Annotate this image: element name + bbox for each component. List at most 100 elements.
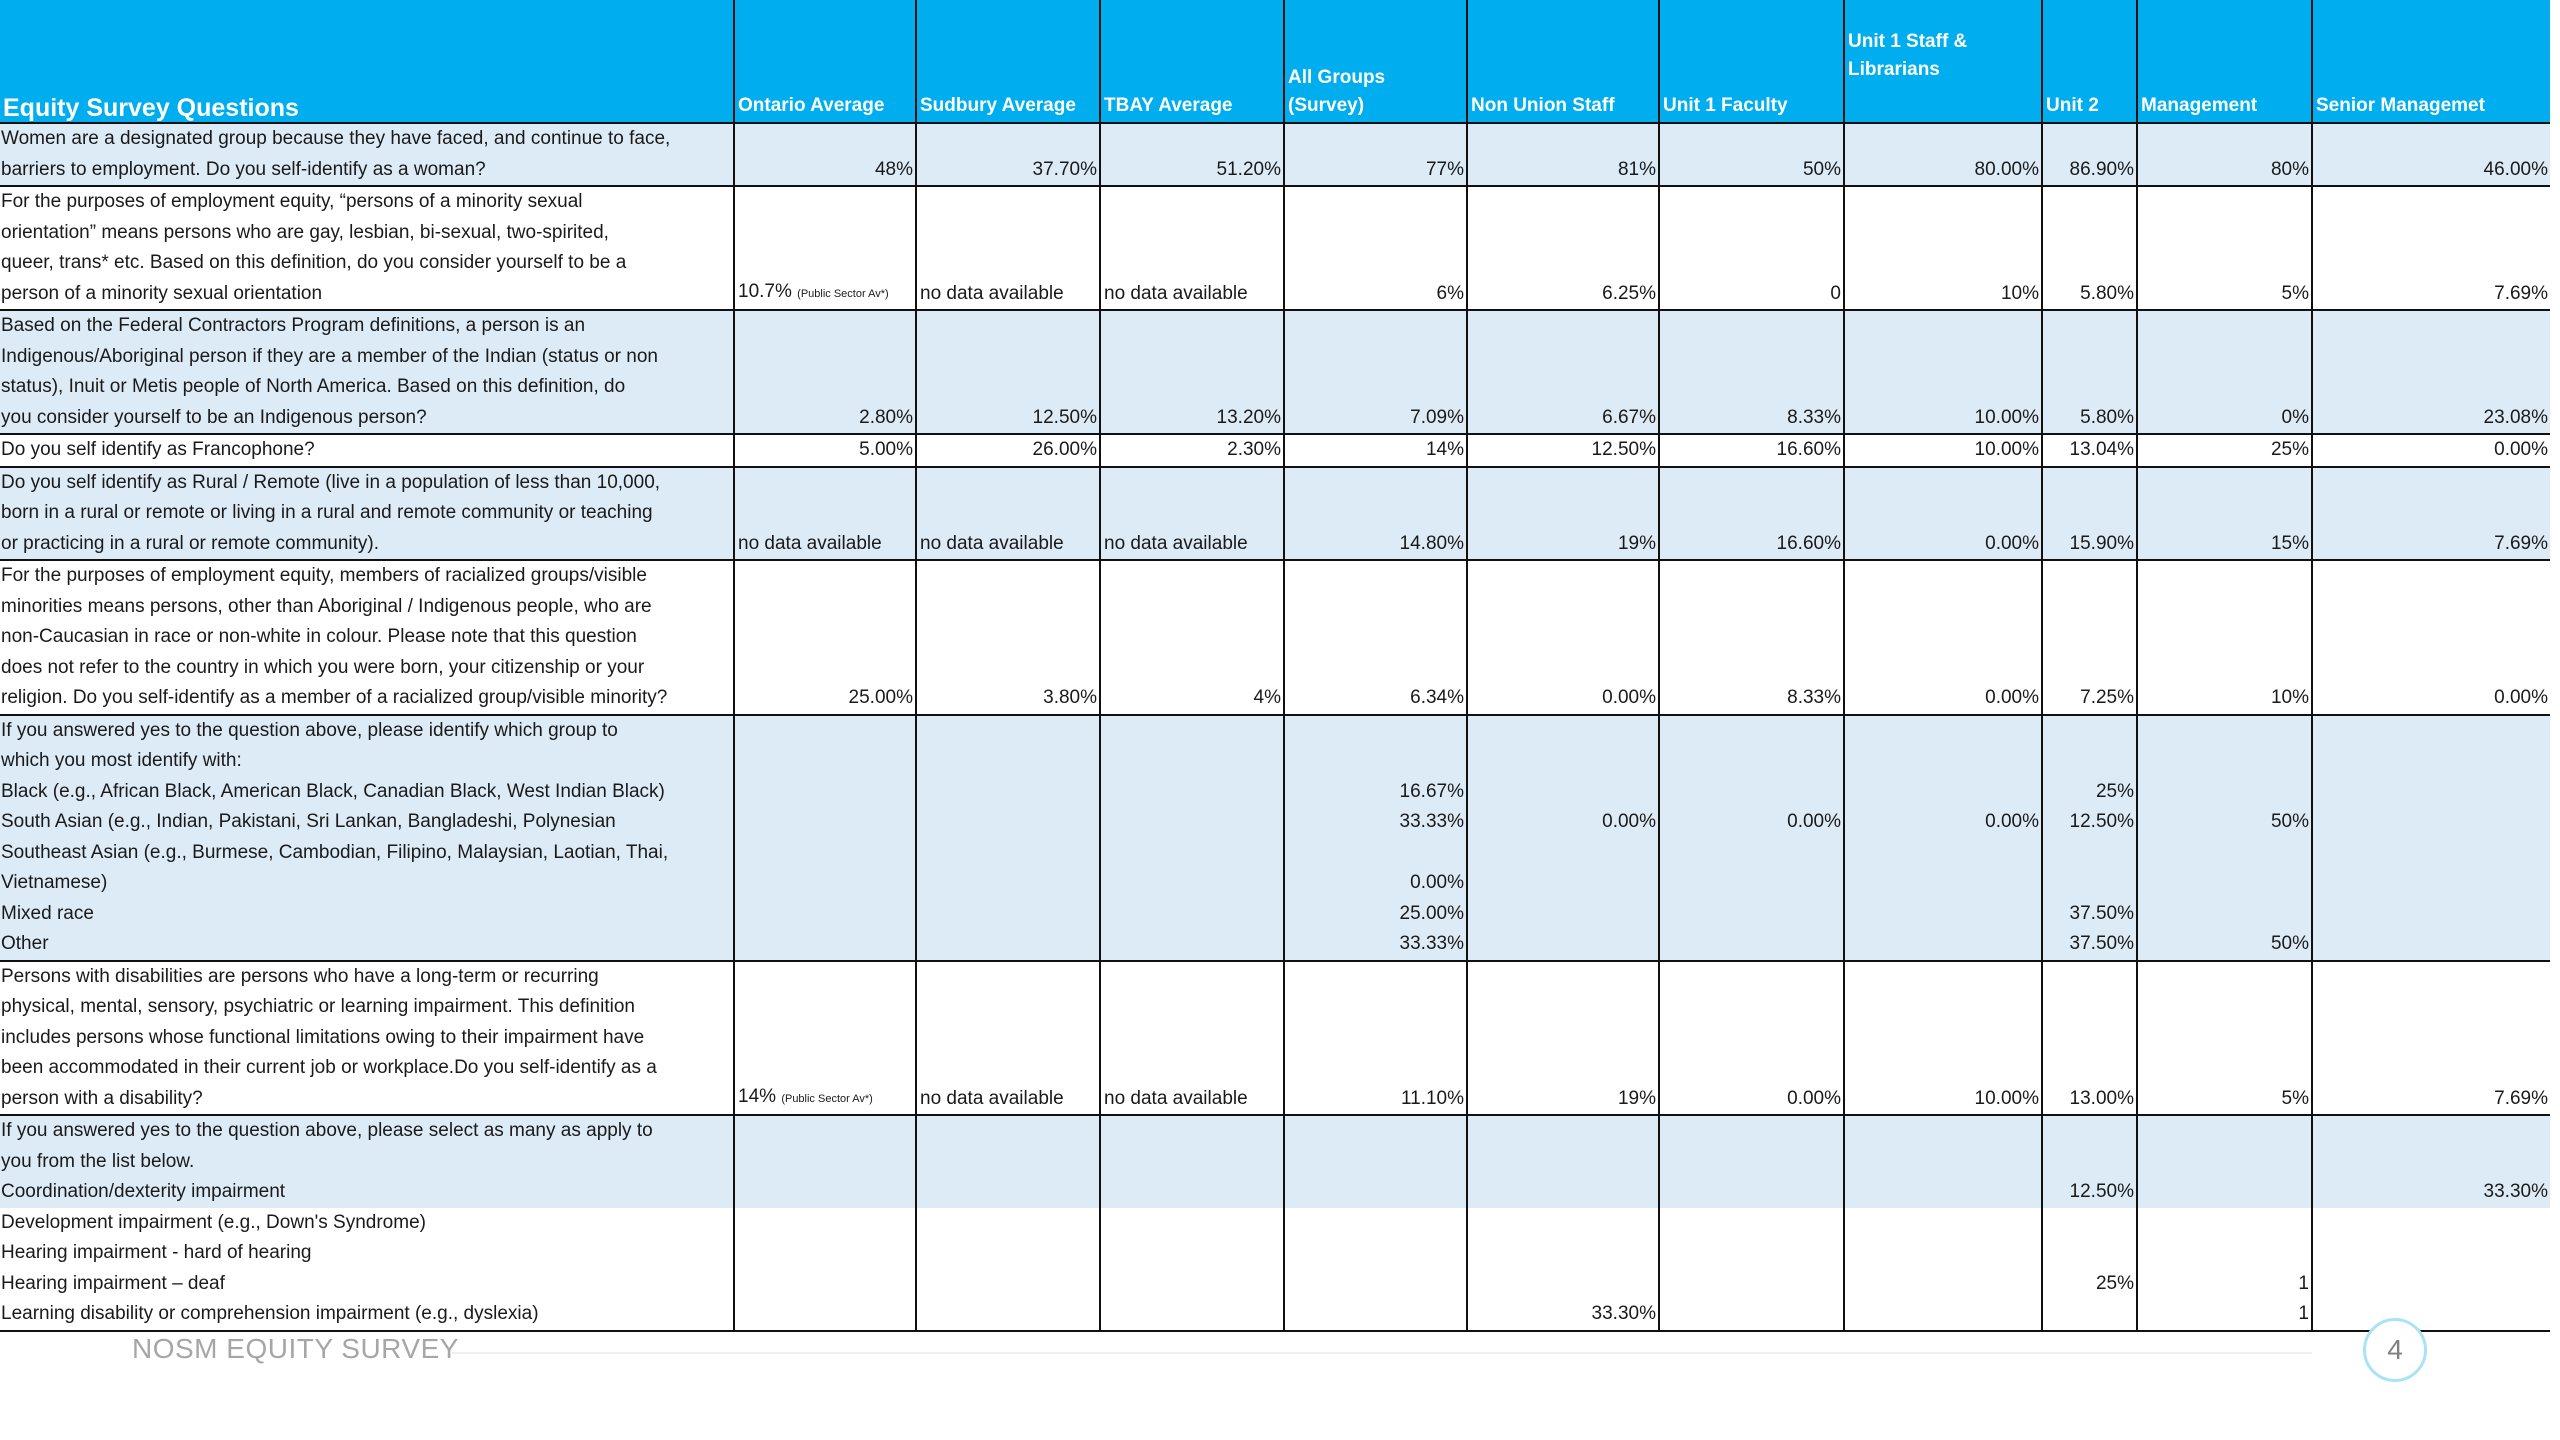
value-cell: [1843, 1207, 2042, 1332]
column-header: Ontario Average: [733, 0, 916, 123]
value-cell: 5%: [2136, 959, 2312, 1115]
value-cell: 13.00%: [2041, 959, 2137, 1115]
table-row: Based on the Federal Contractors Program…: [0, 309, 2550, 434]
value-cell: 25.00%: [733, 559, 916, 715]
value-cell: [1466, 1114, 1659, 1208]
value-cell: [915, 1114, 1100, 1208]
value-cell: 2.30%: [1099, 433, 1284, 467]
value-cell: [1283, 1207, 1467, 1332]
value-cell: 13.20%: [1099, 309, 1284, 434]
value-cell: [1658, 1207, 1844, 1332]
question-cell: Persons with disabilities are persons wh…: [0, 959, 734, 1115]
value-cell: 14% (Public Sector Av*): [733, 959, 916, 1115]
value-cell: 3.80%: [915, 559, 1100, 715]
table-row: Development impairment (e.g., Down's Syn…: [0, 1207, 2550, 1332]
value-cell: no data available: [1099, 185, 1284, 310]
value-cell: 0.00%: [1658, 713, 1844, 961]
table-row: Women are a designated group because the…: [0, 122, 2550, 186]
value-cell: 13.04%: [2041, 433, 2137, 467]
value-cell: 25%: [2041, 1207, 2137, 1332]
footer-divider: [452, 1352, 2312, 1354]
value-cell: 14%: [1283, 433, 1467, 467]
table-row: For the purposes of employment equity, “…: [0, 185, 2550, 310]
value-cell: 11.10%: [1283, 959, 1467, 1115]
value-cell: 6.25%: [1466, 185, 1659, 310]
table-header-row: Equity Survey Questions Ontario Average …: [0, 0, 2550, 123]
value-cell: no data available: [915, 959, 1100, 1115]
value-cell: 0.00%: [1466, 559, 1659, 715]
value-cell: 15%: [2136, 465, 2312, 560]
equity-survey-table: Equity Survey Questions Ontario Average …: [0, 0, 2550, 1332]
value-cell: [1099, 713, 1284, 961]
value-cell: 16.60%: [1658, 465, 1844, 560]
value-cell: 10.7% (Public Sector Av*): [733, 185, 916, 310]
column-header: Non Union Staff: [1466, 0, 1659, 123]
value-cell: 19%: [1466, 465, 1659, 560]
value-cell: no data available: [1099, 959, 1284, 1115]
value-cell: [733, 713, 916, 961]
table-row: For the purposes of employment equity, m…: [0, 559, 2550, 715]
value-cell: 0.00%: [1843, 713, 2042, 961]
value-cell: 10%: [2136, 559, 2312, 715]
value-cell: 0%: [2136, 309, 2312, 434]
value-cell: 26.00%: [915, 433, 1100, 467]
value-cell: 50%: [1658, 122, 1844, 186]
question-cell: Based on the Federal Contractors Program…: [0, 309, 734, 434]
value-cell: 7.69%: [2311, 185, 2550, 310]
value-cell: 12.50%: [2041, 1114, 2137, 1208]
cell-value: 10.7%: [738, 280, 792, 302]
value-cell: 80%: [2136, 122, 2312, 186]
public-sector-note: (Public Sector Av*): [781, 1092, 873, 1105]
column-header: All Groups (Survey): [1283, 0, 1467, 123]
value-cell: [1283, 1114, 1467, 1208]
value-cell: 0.00%: [1843, 559, 2042, 715]
value-cell: [733, 1114, 916, 1208]
value-cell: 33.30%: [2311, 1114, 2550, 1208]
value-cell: 80.00%: [1843, 122, 2042, 186]
question-cell: Do you self identify as Rural / Remote (…: [0, 465, 734, 560]
cell-value: 14%: [738, 1085, 777, 1107]
value-cell: [1099, 1207, 1284, 1332]
value-cell: [915, 1207, 1100, 1332]
column-header: Unit 1 Faculty: [1658, 0, 1844, 123]
value-cell: 0.00%: [1658, 959, 1844, 1115]
value-cell: 8.33%: [1658, 559, 1844, 715]
value-cell: 2.80%: [733, 309, 916, 434]
value-cell: 25% 12.50% 37.50% 37.50%: [2041, 713, 2137, 961]
value-cell: 10.00%: [1843, 433, 2042, 467]
value-cell: 51.20%: [1099, 122, 1284, 186]
value-cell: 0.00%: [2311, 559, 2550, 715]
value-cell: 5%: [2136, 185, 2312, 310]
table-row: Do you self identify as Rural / Remote (…: [0, 465, 2550, 560]
value-cell: 12.50%: [1466, 433, 1659, 467]
value-cell: 10%: [1843, 185, 2042, 310]
value-cell: 16.60%: [1658, 433, 1844, 467]
question-cell: For the purposes of employment equity, m…: [0, 559, 734, 715]
value-cell: [1099, 1114, 1284, 1208]
question-cell: Women are a designated group because the…: [0, 122, 734, 186]
value-cell: [2136, 1114, 2312, 1208]
value-cell: [915, 713, 1100, 961]
value-cell: 77%: [1283, 122, 1467, 186]
value-cell: 5.00%: [733, 433, 916, 467]
table-row: If you answered yes to the question abov…: [0, 1114, 2550, 1208]
table-row: If you answered yes to the question abov…: [0, 713, 2550, 961]
column-header: Senior Managemet: [2311, 0, 2550, 123]
value-cell: 0.00%: [1843, 465, 2042, 560]
value-cell: 0.00%: [1466, 713, 1659, 961]
value-cell: 14.80%: [1283, 465, 1467, 560]
value-cell: [2311, 1207, 2550, 1332]
question-cell: If you answered yes to the question abov…: [0, 713, 734, 961]
value-cell: 25%: [2136, 433, 2312, 467]
value-cell: 6.34%: [1283, 559, 1467, 715]
value-cell: 7.69%: [2311, 959, 2550, 1115]
column-header: Unit 1 Staff & Librarians: [1843, 0, 2042, 123]
value-cell: 15.90%: [2041, 465, 2137, 560]
value-cell: [733, 1207, 916, 1332]
value-cell: 0: [1658, 185, 1844, 310]
value-cell: 48%: [733, 122, 916, 186]
public-sector-note: (Public Sector Av*): [797, 287, 889, 300]
value-cell: [1658, 1114, 1844, 1208]
question-cell: Do you self identify as Francophone?: [0, 433, 734, 467]
value-cell: 5.80%: [2041, 185, 2137, 310]
